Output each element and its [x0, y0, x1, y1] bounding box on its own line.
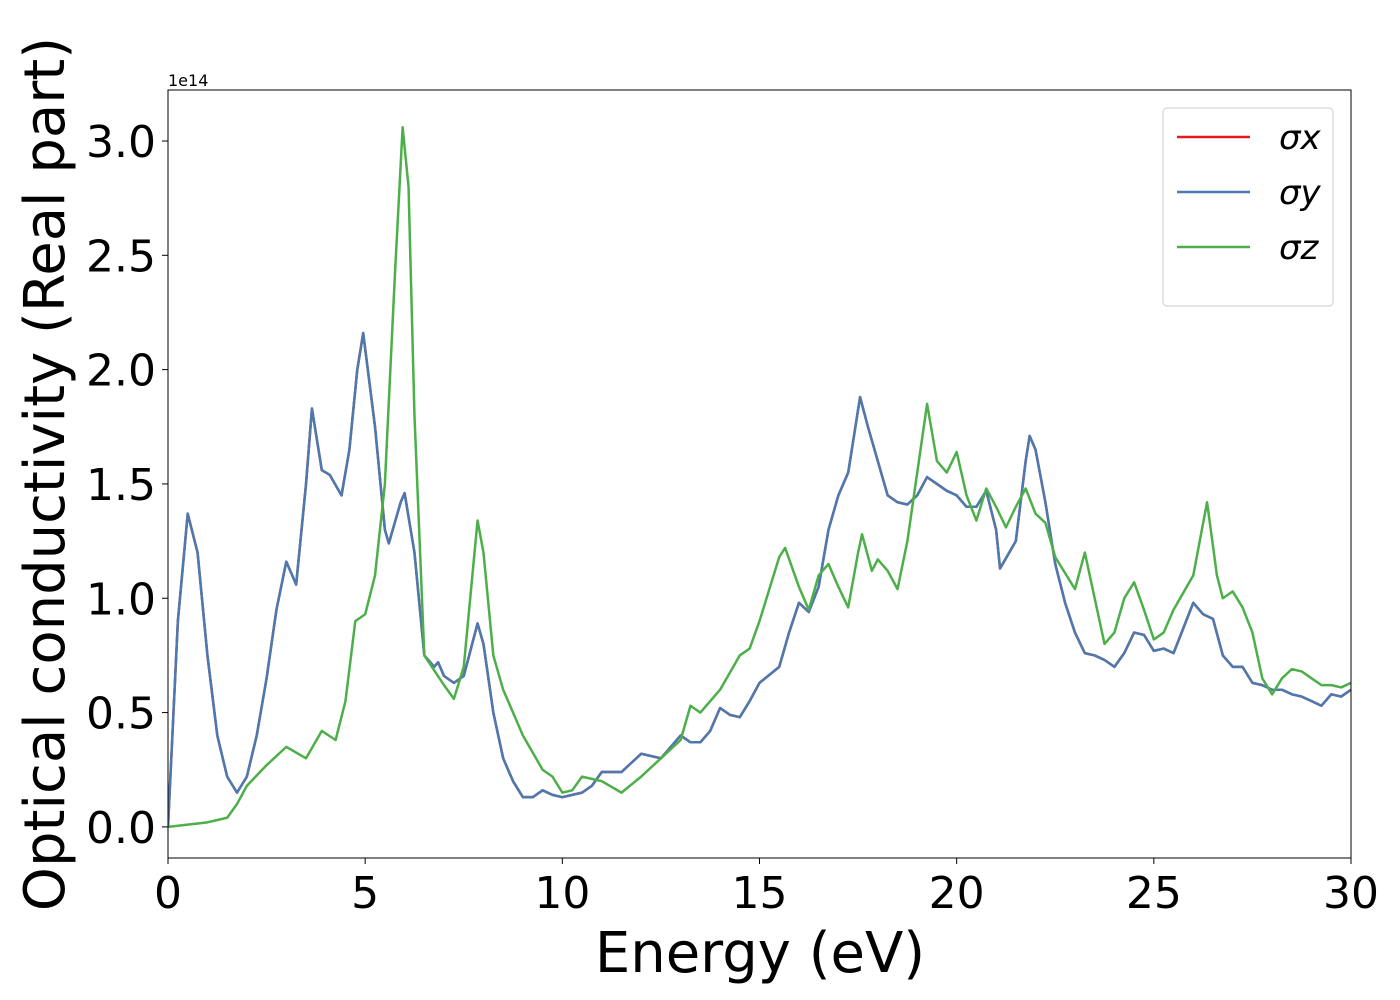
y-tick-label: 0.5: [86, 689, 156, 740]
legend-label: σz: [1279, 228, 1320, 268]
y-tick-label: 1.0: [86, 574, 156, 625]
x-tick-label: 5: [351, 868, 379, 919]
y-tick-label: 1.5: [86, 460, 156, 511]
legend-box: [1162, 107, 1334, 307]
x-axis-label: Energy (eV): [595, 921, 925, 986]
y-offset-text: 1e14: [168, 71, 208, 90]
plot-frame: [167, 89, 1352, 859]
x-tick-label: 0: [154, 868, 182, 919]
x-tick-label: 15: [732, 868, 788, 919]
y-axis-label: Optical conductivity (Real part): [13, 37, 78, 911]
series-line: [168, 331, 1351, 827]
y-tick-label: 2.0: [86, 346, 156, 397]
y-tick-label: 2.5: [86, 231, 156, 282]
y-tick-label: 3.0: [86, 117, 156, 168]
x-tick-label: 30: [1323, 868, 1379, 919]
y-tick-label: 0.0: [86, 803, 156, 854]
x-tick-label: 20: [929, 868, 985, 919]
legend-label: σx: [1279, 118, 1322, 158]
legend-label: σy: [1279, 173, 1322, 213]
x-tick-label: 25: [1126, 868, 1182, 919]
x-tick-label: 10: [534, 868, 590, 919]
series-line: [168, 126, 1351, 829]
